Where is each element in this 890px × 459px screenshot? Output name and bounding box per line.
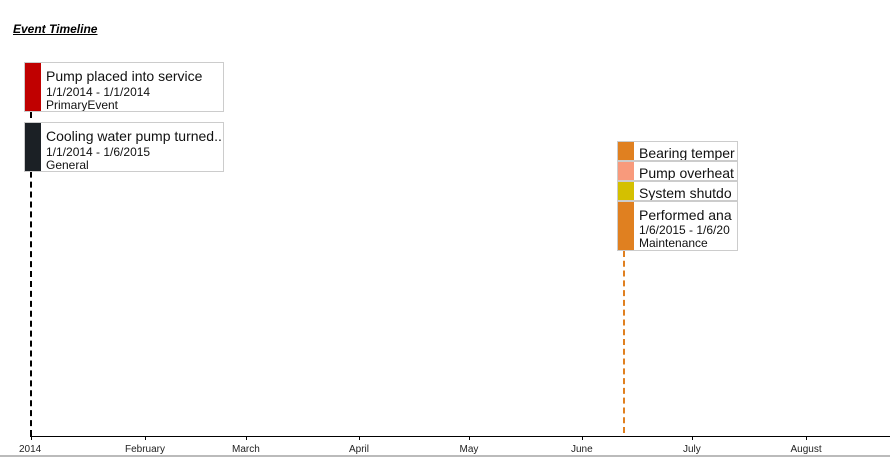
tick-label: June — [571, 444, 593, 455]
event-color — [25, 63, 41, 111]
event-dates: 1/1/2014 - 1/1/2014 — [46, 85, 151, 99]
tick-mark — [469, 436, 470, 440]
event-color — [618, 142, 634, 160]
event-label: System shutdo — [639, 185, 732, 201]
event-line — [30, 112, 32, 436]
tick-label: May — [459, 444, 479, 455]
event-color — [618, 182, 634, 200]
event-line — [623, 251, 625, 433]
event-category: General — [46, 158, 89, 172]
event-card[interactable]: Pump overheat — [617, 161, 738, 181]
event-category: PrimaryEvent — [46, 98, 119, 112]
event-color — [618, 202, 634, 250]
event-label: Bearing temper — [639, 145, 735, 161]
title: Event Timeline — [13, 22, 98, 36]
tick-label: August — [790, 444, 822, 455]
event-card[interactable]: System shutdo — [617, 181, 738, 201]
event-dates: 1/6/2015 - 1/6/20 — [639, 223, 730, 237]
tick-mark — [692, 436, 693, 440]
event-category: Maintenance — [639, 236, 708, 250]
event-card[interactable]: Performed ana 1/6/2015 - 1/6/20 Maintena… — [617, 201, 738, 251]
tick-label: July — [683, 444, 701, 455]
event-card[interactable]: Pump placed into service 1/1/2014 - 1/1/… — [24, 62, 224, 112]
event-label: Pump placed into service — [46, 68, 203, 84]
event-label: Cooling water pump turned... — [46, 128, 224, 144]
event-dates: 1/1/2014 - 1/6/2015 — [46, 145, 151, 159]
event-label: Pump overheat — [639, 165, 734, 181]
tick-mark — [145, 436, 146, 440]
tick-label: April — [349, 444, 370, 455]
tick-mark — [246, 436, 247, 440]
axis-line — [30, 436, 890, 437]
tick-mark — [359, 436, 360, 440]
event-label: Performed ana — [639, 207, 732, 223]
tick-label: March — [232, 444, 260, 455]
tick-label: February — [125, 444, 166, 455]
event-card[interactable]: Cooling water pump turned... 1/1/2014 - … — [24, 122, 224, 172]
event-color — [618, 162, 634, 180]
tick-mark — [31, 436, 32, 440]
bottom-border — [0, 455, 890, 457]
tick-label: 2014 — [19, 444, 42, 455]
event-card[interactable]: Bearing temper — [617, 141, 738, 161]
event-color — [25, 123, 41, 171]
tick-mark — [806, 436, 807, 440]
tick-mark — [582, 436, 583, 440]
